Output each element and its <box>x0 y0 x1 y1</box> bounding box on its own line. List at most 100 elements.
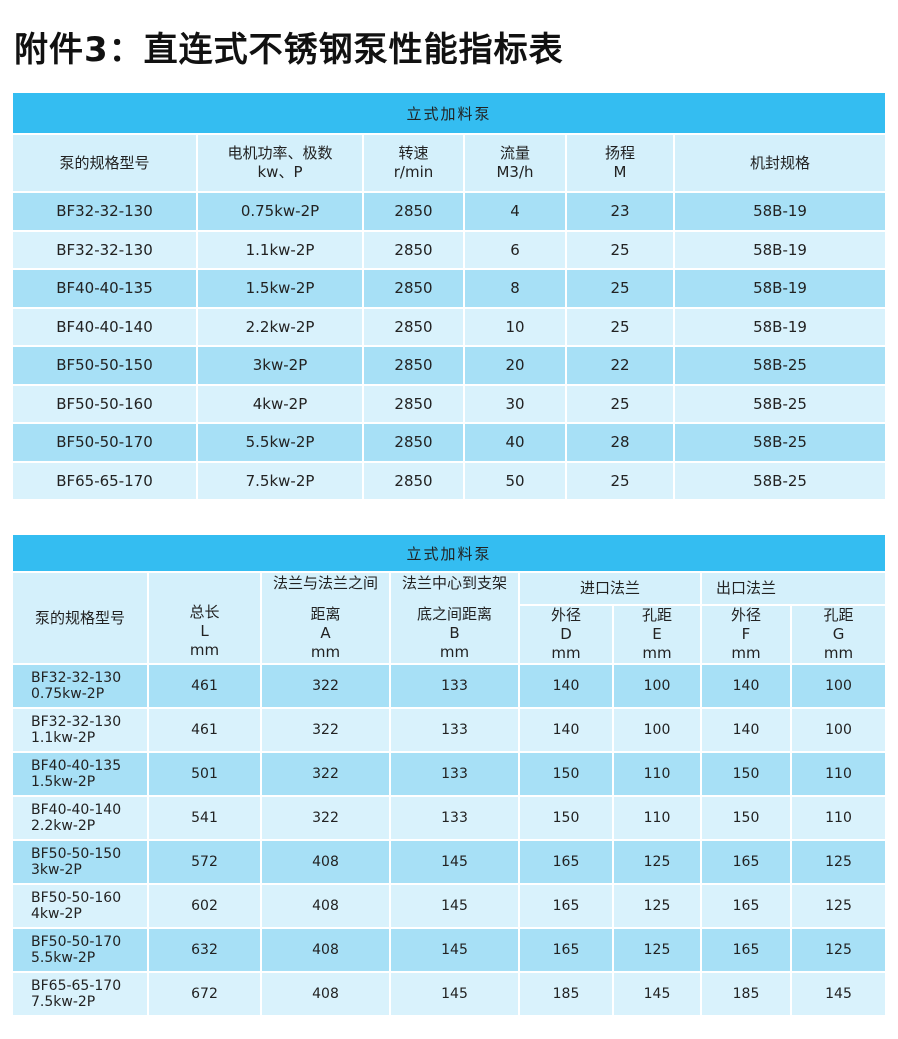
table-cell: 322 <box>260 663 391 709</box>
table-cell: 2850 <box>362 345 465 386</box>
table-caption: 立式加料泵 <box>10 91 888 135</box>
table-cell: 58B-19 <box>672 191 888 232</box>
table-cell: 100 <box>789 663 888 709</box>
table-cell: 150 <box>700 751 792 797</box>
table-cell: 408 <box>260 971 391 1017</box>
model-cell: BF50-50-160 4kw-2P <box>11 883 149 929</box>
table-cell: 4kw-2P <box>196 383 364 424</box>
table-cell: 165 <box>518 927 614 973</box>
column-header: 流量 M3/h <box>463 133 567 193</box>
table-cell: BF65-65-170 <box>11 460 198 501</box>
table-cell: 145 <box>612 971 702 1017</box>
table-cell: 2850 <box>362 383 465 424</box>
column-header: 泵的规格型号 <box>11 133 198 193</box>
table-cell: 8 <box>463 268 567 309</box>
table-cell: 58B-19 <box>672 268 888 309</box>
table-row: BF40-40-135 1.5kw-2P 2850 8 25 58B-19 <box>11 268 888 309</box>
table-cell: 58B-25 <box>672 345 888 386</box>
table-cell: 22 <box>565 345 675 386</box>
table-cell: 461 <box>147 663 262 709</box>
model-cell: BF32-32-130 1.1kw-2P <box>11 707 149 753</box>
column-header: 电机功率、极数 kw、P <box>196 133 364 193</box>
table-cell: 322 <box>260 707 391 753</box>
table-cell: 408 <box>260 883 391 929</box>
table-cell: 165 <box>700 927 792 973</box>
table-cell: 100 <box>612 663 702 709</box>
model-cell: BF65-65-170 7.5kw-2P <box>11 971 149 1017</box>
page-title: 附件3：直连式不锈钢泵性能指标表 <box>14 30 564 70</box>
table-cell: 58B-19 <box>672 306 888 347</box>
table-row: BF65-65-170 7.5kw-2P 2850 50 25 58B-25 <box>11 460 888 501</box>
table-cell: 140 <box>518 707 614 753</box>
table-cell: 7.5kw-2P <box>196 460 364 501</box>
table-cell: 165 <box>700 883 792 929</box>
table-caption: 立式加料泵 <box>10 533 888 573</box>
table-cell: 23 <box>565 191 675 232</box>
table-cell: 50 <box>463 460 567 501</box>
table-row: BF50-50-160 4kw-2P 2850 30 25 58B-25 <box>11 383 888 424</box>
table-cell: 2850 <box>362 268 465 309</box>
table-cell: 2850 <box>362 306 465 347</box>
table-cell: 110 <box>789 751 888 797</box>
table-cell: 150 <box>518 795 614 841</box>
table-cell: 145 <box>389 883 520 929</box>
table-cell: 25 <box>565 268 675 309</box>
table-cell: 133 <box>389 663 520 709</box>
performance-table: 立式加料泵 泵的规格型号 电机功率、极数 kw、P 转速 r/min 流量 M3/h 扬程 M 机… <box>10 91 888 501</box>
table-cell: 185 <box>518 971 614 1017</box>
table-cell: BF40-40-135 <box>11 268 198 309</box>
table-cell: 125 <box>612 883 702 929</box>
table-cell: 3kw-2P <box>196 345 364 386</box>
table-cell: 408 <box>260 927 391 973</box>
header-outlet: 出口法兰 <box>699 571 888 606</box>
table-row: BF32-32-130 0.75kw-2P 461 322 133 140 100 140 10… <box>11 663 888 709</box>
model-cell: BF50-50-170 5.5kw-2P <box>11 927 149 973</box>
table-cell: 2.2kw-2P <box>196 306 364 347</box>
table-cell: BF32-32-130 <box>11 191 198 232</box>
table-cell: 150 <box>518 751 614 797</box>
table-cell: 100 <box>612 707 702 753</box>
table-cell: 322 <box>260 795 391 841</box>
table-cell: 145 <box>389 971 520 1017</box>
table-cell: 322 <box>260 751 391 797</box>
table-cell: 541 <box>147 795 262 841</box>
table-cell: 165 <box>518 883 614 929</box>
table-cell: 602 <box>147 883 262 929</box>
table-cell: 58B-25 <box>672 383 888 424</box>
table-cell: BF50-50-150 <box>11 345 198 386</box>
table-cell: BF40-40-140 <box>11 306 198 347</box>
table-cell: 10 <box>463 306 567 347</box>
table-cell: 110 <box>612 795 702 841</box>
table-cell: 125 <box>789 927 888 973</box>
table-cell: 0.75kw-2P <box>196 191 364 232</box>
column-header: 转速 r/min <box>362 133 465 193</box>
header-inlet: 进口法兰 <box>518 571 702 606</box>
table-cell: 30 <box>463 383 567 424</box>
table-cell: 145 <box>789 971 888 1017</box>
table-row: BF65-65-170 7.5kw-2P 672 408 145 185 145 185 145 <box>11 971 888 1017</box>
table-cell: 165 <box>700 839 792 885</box>
table-cell: 25 <box>565 383 675 424</box>
table-row: BF50-50-150 3kw-2P 2850 20 22 58B-25 <box>11 345 888 386</box>
table-cell: 140 <box>518 663 614 709</box>
table-cell: 25 <box>565 229 675 270</box>
table-cell: 58B-25 <box>672 422 888 463</box>
table-cell: BF32-32-130 <box>11 229 198 270</box>
table-row: BF32-32-130 1.1kw-2P 461 322 133 140 100 140 100 <box>11 707 888 753</box>
table-row: BF32-32-130 1.1kw-2P 2850 6 25 58B-19 <box>11 229 888 270</box>
table-cell: 110 <box>789 795 888 841</box>
column-header: 机封规格 <box>672 133 888 193</box>
table-cell: 672 <box>147 971 262 1017</box>
table-row: BF50-50-150 3kw-2P 572 408 145 165 125 165 125 <box>11 839 888 885</box>
table-cell: 501 <box>147 751 262 797</box>
table-cell: 133 <box>389 795 520 841</box>
table-cell: 58B-19 <box>672 229 888 270</box>
table-cell: 1.1kw-2P <box>196 229 364 270</box>
table-cell: 1.5kw-2P <box>196 268 364 309</box>
table-cell: 125 <box>789 839 888 885</box>
table-cell: 2850 <box>362 460 465 501</box>
